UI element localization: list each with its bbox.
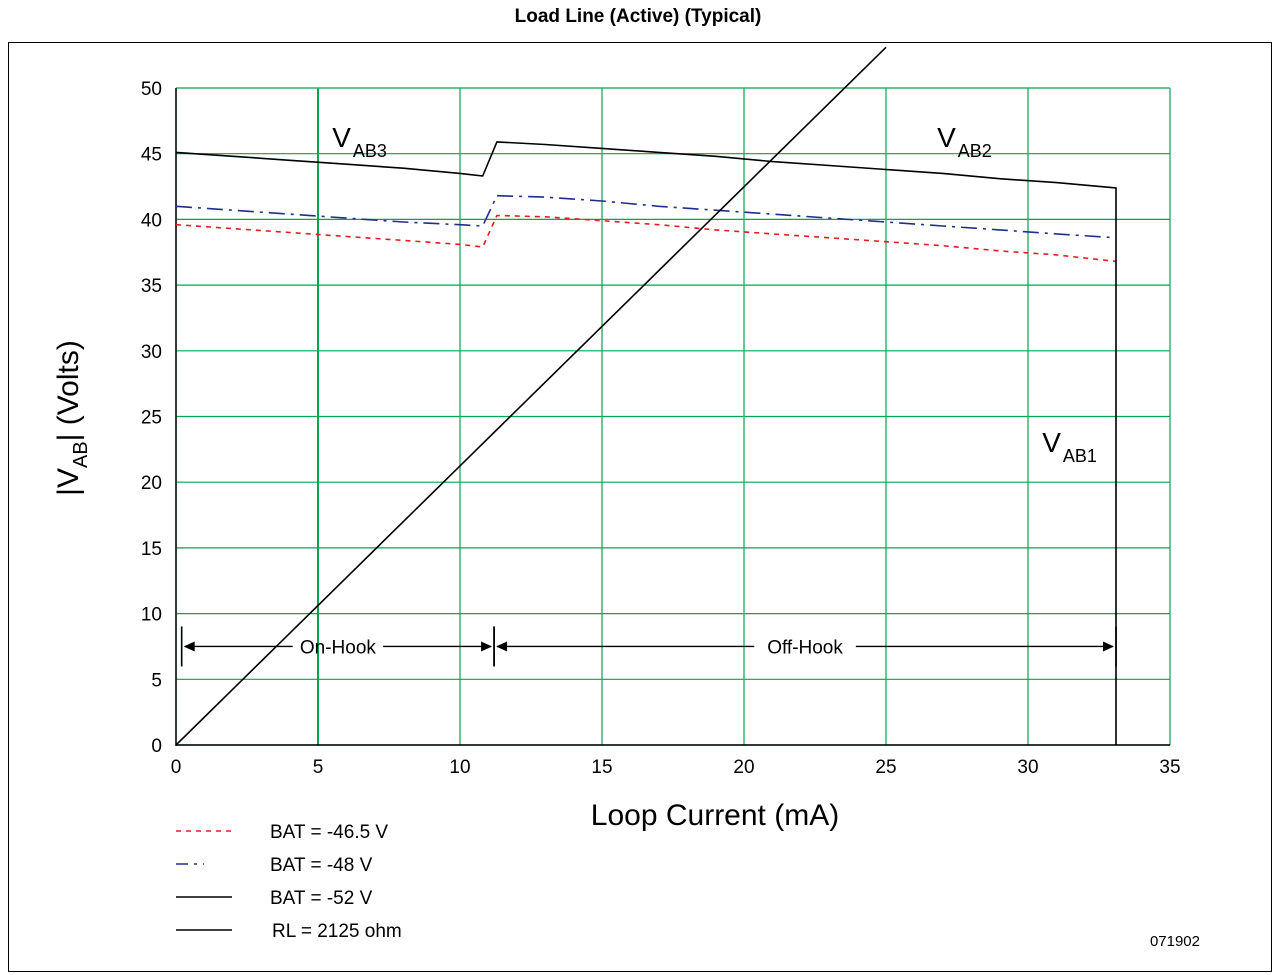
series-line-2 bbox=[176, 194, 1117, 239]
x-tick-label: 0 bbox=[171, 757, 182, 778]
x-tick-label: 20 bbox=[733, 757, 754, 778]
y-tick-label: 5 bbox=[151, 670, 162, 691]
legend-label: RL = 2125 ohm bbox=[272, 921, 402, 942]
annotation-ab1: V AB1 bbox=[1042, 427, 1097, 466]
legend-label: BAT = -52 V bbox=[270, 888, 373, 909]
range-arrow-right bbox=[481, 641, 493, 652]
y-axis-title: |VAB| (Volts) bbox=[52, 340, 92, 496]
y-tick-label: 0 bbox=[151, 736, 162, 757]
x-axis-title: Loop Current (mA) bbox=[591, 799, 839, 832]
y-tick-label: 10 bbox=[141, 605, 162, 626]
legend-item-1: BAT = -46.5 V bbox=[176, 822, 388, 843]
figure-frame bbox=[8, 42, 1272, 972]
legend-item-2: BAT = -48 V bbox=[176, 855, 373, 876]
series-line-1 bbox=[176, 214, 1117, 263]
x-tick-label: 10 bbox=[449, 757, 470, 778]
y-tick-label: 50 bbox=[141, 79, 162, 100]
y-tick-label: 35 bbox=[141, 276, 162, 297]
figure-id: 071902 bbox=[1150, 933, 1200, 950]
y-tick-label: 45 bbox=[141, 145, 162, 166]
annotation-main: V bbox=[937, 122, 956, 153]
legend-label: BAT = -48 V bbox=[270, 855, 373, 876]
range-arrow-right bbox=[1103, 641, 1115, 652]
series-line-4 bbox=[176, 46, 887, 746]
x-tick-label: 15 bbox=[591, 757, 612, 778]
x-tick-label: 5 bbox=[313, 757, 324, 778]
annotation-sub: AB1 bbox=[1063, 446, 1097, 466]
annotation-ab2: V AB2 bbox=[937, 122, 992, 161]
range-1: On-Hook bbox=[180, 626, 495, 667]
x-tick-label: 35 bbox=[1159, 757, 1180, 778]
annotation-sub: AB2 bbox=[958, 141, 992, 161]
series-group bbox=[176, 46, 1117, 746]
legend: BAT = -46.5 V BAT = -48 V BAT = -52 V RL = … bbox=[176, 822, 402, 942]
y-tick-label: 25 bbox=[141, 408, 162, 429]
annotation-main: V bbox=[332, 122, 351, 153]
range-arrow-left bbox=[496, 641, 508, 652]
y-tick-label: 15 bbox=[141, 539, 162, 560]
y-axis-title-sub: AB bbox=[70, 441, 92, 468]
range-2: Off-Hook bbox=[493, 626, 1117, 667]
annotation-ab3: V AB3 bbox=[332, 122, 387, 161]
annotation-sub: AB3 bbox=[353, 141, 387, 161]
x-tick-label: 25 bbox=[875, 757, 896, 778]
legend-item-3: BAT = -52 V bbox=[176, 888, 373, 909]
y-tick-label: 30 bbox=[141, 342, 162, 363]
legend-label: BAT = -46.5 V bbox=[270, 822, 388, 843]
y-tick-label: 40 bbox=[141, 210, 162, 231]
legend-item-4: RL = 2125 ohm bbox=[176, 921, 402, 942]
range-label: On-Hook bbox=[300, 637, 377, 658]
x-tick-label: 30 bbox=[1017, 757, 1038, 778]
y-tick-label: 20 bbox=[141, 473, 162, 494]
y-axis-title-suffix: | (Volts) bbox=[52, 340, 85, 441]
annotation-main: V bbox=[1042, 427, 1061, 458]
range-arrow-left bbox=[183, 641, 195, 652]
chart-title: Load Line (Active) (Typical) bbox=[514, 6, 762, 27]
range-label: Off-Hook bbox=[767, 637, 843, 658]
series-line-3 bbox=[176, 141, 1117, 745]
y-axis-title-prefix: |V bbox=[52, 468, 85, 496]
